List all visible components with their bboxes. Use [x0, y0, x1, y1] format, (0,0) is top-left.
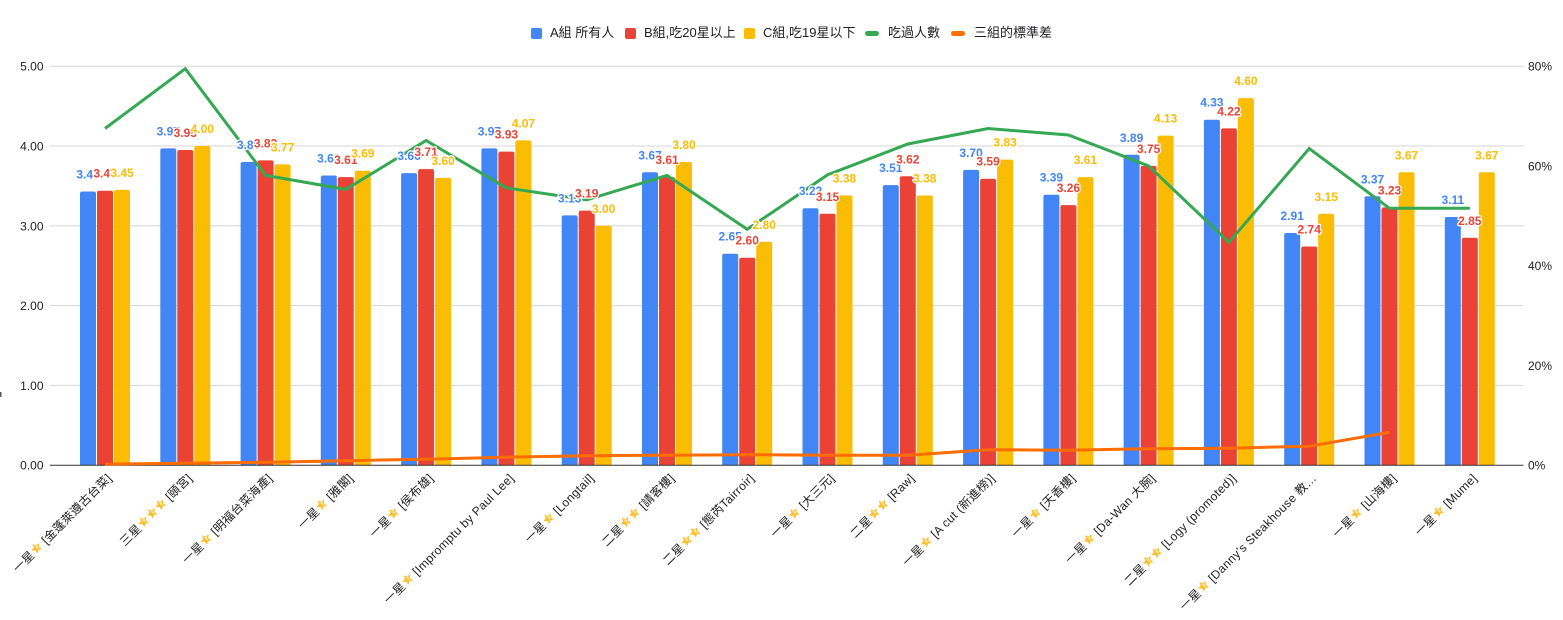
svg-text:80%: 80%	[1528, 60, 1552, 74]
svg-text:3.97: 3.97	[157, 124, 181, 138]
svg-text:3.67: 3.67	[1475, 148, 1499, 162]
svg-text:3.69: 3.69	[351, 147, 375, 161]
svg-text:3.61: 3.61	[655, 153, 679, 167]
svg-text:40%: 40%	[1528, 259, 1552, 273]
svg-text:3.59: 3.59	[976, 155, 1000, 169]
svg-text:3.63: 3.63	[317, 152, 341, 166]
svg-text:3.70: 3.70	[959, 146, 983, 160]
svg-text:3.80: 3.80	[672, 138, 696, 152]
svg-text:2.74: 2.74	[1298, 223, 1322, 237]
svg-text:3.71: 3.71	[414, 145, 438, 159]
svg-text:4.07: 4.07	[512, 116, 536, 130]
svg-text:3.45: 3.45	[110, 166, 134, 180]
svg-text:3.38: 3.38	[913, 172, 937, 186]
svg-text:3.38: 3.38	[833, 172, 857, 186]
svg-text:3.83: 3.83	[993, 136, 1017, 150]
svg-text:4.00: 4.00	[20, 140, 44, 154]
svg-text:4.60: 4.60	[1234, 74, 1258, 88]
svg-text:3.00: 3.00	[592, 202, 616, 216]
svg-text:3.67: 3.67	[1395, 148, 1419, 162]
svg-text:3.44: 3.44	[93, 167, 117, 181]
svg-text:3.97: 3.97	[478, 124, 502, 138]
svg-text:2.00: 2.00	[20, 299, 44, 313]
svg-text:3.75: 3.75	[1137, 142, 1161, 156]
svg-text:3.66: 3.66	[397, 149, 421, 163]
svg-text:3.77: 3.77	[271, 140, 295, 154]
svg-text:3.51: 3.51	[879, 161, 903, 175]
svg-text:3.39: 3.39	[1040, 171, 1064, 185]
svg-text:4.22: 4.22	[1217, 104, 1241, 118]
svg-text:2.85: 2.85	[1458, 214, 1482, 228]
svg-text:2.60: 2.60	[736, 234, 760, 248]
svg-text:3.22: 3.22	[799, 184, 823, 198]
svg-text:3.00: 3.00	[20, 219, 44, 233]
svg-text:1.00: 1.00	[20, 379, 44, 393]
svg-text:3.13: 3.13	[558, 191, 582, 205]
svg-text:3.15: 3.15	[816, 190, 840, 204]
svg-text:3.26: 3.26	[1057, 181, 1081, 195]
svg-text:2.80: 2.80	[753, 218, 777, 232]
svg-text:3.11: 3.11	[1441, 193, 1464, 207]
svg-text:3.95: 3.95	[174, 126, 198, 140]
svg-text:3.67: 3.67	[638, 148, 662, 162]
svg-text:3.15: 3.15	[1315, 190, 1339, 204]
svg-text:4.00: 4.00	[191, 122, 215, 136]
svg-text:20%: 20%	[1528, 359, 1552, 373]
svg-text:4.33: 4.33	[1200, 96, 1224, 110]
svg-text:3.43: 3.43	[76, 168, 100, 182]
svg-text:3.23: 3.23	[1378, 183, 1402, 197]
svg-text:60%: 60%	[1528, 159, 1552, 173]
svg-text:3.89: 3.89	[1120, 131, 1144, 145]
svg-text:0%: 0%	[1528, 459, 1546, 473]
svg-text:0.00: 0.00	[20, 459, 44, 473]
svg-text:2.65: 2.65	[719, 230, 743, 244]
svg-text:2.91: 2.91	[1281, 209, 1305, 223]
svg-text:3.61: 3.61	[1074, 153, 1098, 167]
svg-text:5.00: 5.00	[20, 60, 44, 74]
svg-text:3.62: 3.62	[896, 152, 920, 166]
svg-text:3.19: 3.19	[575, 187, 599, 201]
svg-text:3.61: 3.61	[334, 153, 358, 167]
svg-text:3.80: 3.80	[237, 138, 261, 152]
svg-text:3.93: 3.93	[495, 128, 519, 142]
svg-text:3.60: 3.60	[431, 154, 455, 168]
svg-text:4.13: 4.13	[1154, 112, 1178, 126]
svg-text:3.82: 3.82	[254, 136, 278, 150]
svg-text:3.37: 3.37	[1361, 172, 1385, 186]
